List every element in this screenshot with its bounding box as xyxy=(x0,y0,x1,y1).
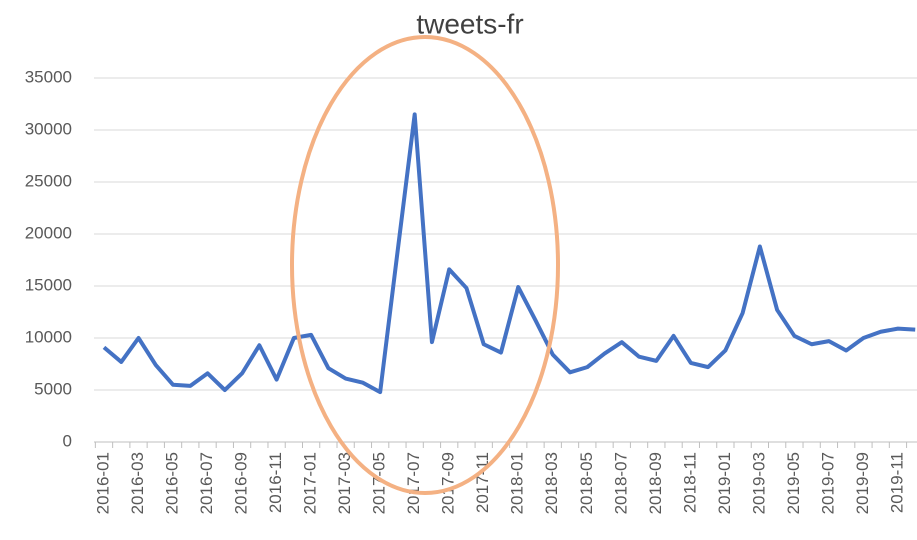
x-tick-label: 2016-05 xyxy=(163,452,182,514)
y-tick-label: 25000 xyxy=(25,171,72,190)
y-tick-label: 35000 xyxy=(25,67,72,86)
highlight-ellipse xyxy=(290,35,560,495)
y-tick-label: 5000 xyxy=(34,379,72,398)
x-tick-label: 2017-03 xyxy=(335,452,354,514)
x-tick-label: 2017-01 xyxy=(301,452,320,514)
x-tick-label: 2016-01 xyxy=(93,452,112,514)
y-tick-label: 30000 xyxy=(25,119,72,138)
x-tick-label: 2019-03 xyxy=(749,452,768,514)
x-tick-label: 2018-07 xyxy=(611,452,630,514)
x-tick-label: 2018-11 xyxy=(680,452,699,513)
x-tick-label: 2017-07 xyxy=(404,452,423,514)
x-tick-label: 2019-05 xyxy=(784,452,803,514)
x-tick-label: 2019-01 xyxy=(715,452,734,514)
marks xyxy=(102,112,916,395)
y-tick-label: 20000 xyxy=(25,223,72,242)
y-tick-label: 10000 xyxy=(25,327,72,346)
x-tick-label: 2018-05 xyxy=(577,452,596,514)
x-tick-label: 2017-09 xyxy=(439,452,458,514)
x-tick-label: 2019-09 xyxy=(853,452,872,514)
y-tick-label: 15000 xyxy=(25,275,72,294)
chart-title: tweets-fr xyxy=(416,8,523,39)
x-tick-label: 2017-05 xyxy=(370,452,389,514)
x-tick-label: 2019-11 xyxy=(887,452,906,513)
grid: 0 5000 10000 15000 20000 25000 30000 35000 2016-… xyxy=(25,67,917,514)
x-tick-label: 2019-07 xyxy=(818,452,837,514)
x-tick-label: 2018-03 xyxy=(542,452,561,514)
x-tick-label: 2018-01 xyxy=(508,452,527,514)
x-tick-label: 2016-11 xyxy=(266,452,285,513)
data-line xyxy=(102,112,916,395)
x-tick-label: 2016-09 xyxy=(232,452,251,514)
y-tick-label: 0 xyxy=(63,431,72,450)
x-tick-label: 2016-03 xyxy=(128,452,147,514)
x-tick-label: 2016-07 xyxy=(197,452,216,514)
x-tick-label: 2017-11 xyxy=(473,452,492,513)
x-tick-label: 2018-09 xyxy=(646,452,665,514)
